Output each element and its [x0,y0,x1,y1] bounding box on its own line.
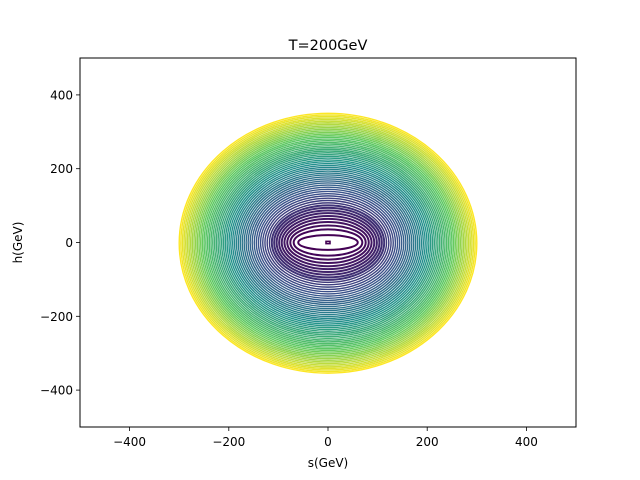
contour-level [185,118,471,368]
contour-level [255,188,401,297]
y-tick-label: 400 [50,88,73,102]
x-axis: −400 −200 0 200 400 [113,427,538,449]
contour-level [208,141,448,345]
contour-level [178,112,478,374]
y-tick-label: 0 [65,236,73,250]
contour-level [219,152,437,334]
contour-level [249,182,407,304]
contour-level [201,134,455,352]
contour-level [206,140,450,347]
contour-level [203,136,453,350]
contour-level [226,159,430,327]
contour-level [228,161,428,325]
y-tick-label: 200 [50,162,73,176]
contour-level [193,126,463,360]
y-tick-label: −200 [40,310,73,324]
contour-level [205,138,451,348]
x-axis-label: s(GeV) [308,456,349,470]
contour-level [215,148,441,338]
contour-level [198,131,458,355]
contour-level [275,209,381,276]
contour-level [243,176,413,310]
contour-level [210,143,446,343]
contour-level [212,145,444,341]
contour-level [196,130,460,357]
contour-level [283,217,373,268]
contour-level [297,234,359,251]
contour-level [180,114,476,373]
contour-level [220,153,436,333]
contour-level [231,164,425,321]
contour-level [264,197,392,288]
contour-level [222,155,434,331]
y-tick-label: −400 [40,384,73,398]
contour-level [181,115,475,371]
contour-level [237,170,419,316]
contour-level [188,122,468,365]
contour-level [292,228,364,257]
contour-level [259,192,397,293]
contour-level [253,186,403,299]
contour-level [235,168,421,318]
x-tick-label: −400 [113,435,146,449]
contour-level [266,199,390,286]
x-tick-label: 0 [324,435,332,449]
contour-level [199,133,457,353]
contour-level [280,214,376,271]
contour-level [247,180,409,306]
contour-level [239,172,417,314]
contour-level [268,202,388,284]
contour-level [241,174,415,312]
x-tick-label: 400 [515,435,538,449]
chart-title: T=200GeV [288,38,368,54]
contour-level [186,120,470,366]
contour-level [230,162,426,323]
contour-level [217,150,439,336]
contour-level [278,212,378,274]
x-tick-label: −200 [212,435,245,449]
contour-level [194,128,462,358]
contour-lines [178,112,478,374]
contour-level [224,157,432,329]
y-axis: −400 −200 0 200 400 [40,88,80,398]
contour-level [286,221,370,265]
contour-level [191,125,465,362]
contour-level [213,146,443,340]
center-contour [325,240,331,245]
y-axis-label: h(GeV) [11,222,25,264]
contour-level [183,117,473,370]
contour-level [270,204,386,281]
contour-level [245,178,411,308]
contour-level [262,195,394,291]
contour-level [251,184,405,302]
contour-level [257,190,399,295]
x-tick-label: 200 [416,435,439,449]
contour-level [233,166,423,320]
contour-level [273,206,383,279]
contour-level [289,224,367,261]
contour-level [189,123,467,363]
